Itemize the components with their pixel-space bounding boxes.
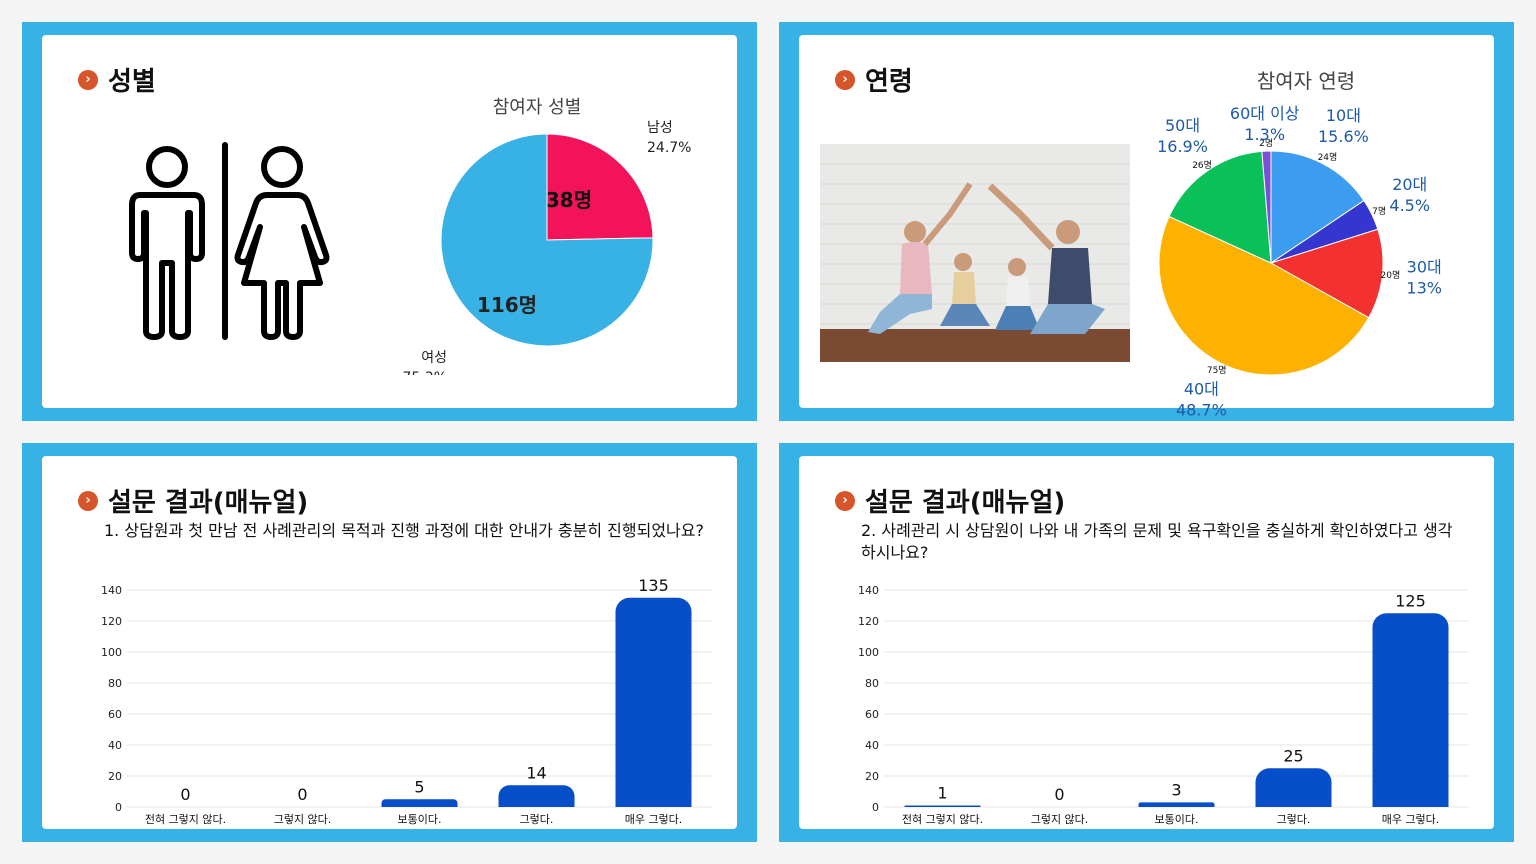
x-tick-label: 그렇지 않다. — [274, 813, 332, 826]
q2-bar-chart: 0 20 40 60 80 100 120 140 1 전혀 그렇지 않다. 0 그렇지 않다. 3 보통… — [858, 584, 1469, 826]
heading-text: 설문 결과(매뉴얼) — [108, 488, 309, 518]
x-tick-label: 그렇다. — [520, 813, 554, 826]
x-tick-label: 매우 그렇다. — [625, 813, 683, 826]
bar-base — [1138, 804, 1215, 807]
y-tick-label: 0 — [872, 801, 879, 814]
chevron-right-icon: › — [78, 69, 98, 90]
heading-text: 연령 — [865, 67, 913, 97]
y-tick-label: 80 — [865, 677, 879, 690]
pie-slice — [1158, 215, 1370, 376]
heading-text: 설문 결과(매뉴얼) — [865, 488, 1066, 518]
slice-count-label: 24명 — [1318, 152, 1338, 163]
bar-value-label: 0 — [297, 785, 307, 804]
family-photo — [820, 144, 1130, 362]
slice-name-label: 60대 이상 1.3% — [1230, 104, 1300, 144]
bar-value-label: 14 — [526, 763, 546, 782]
bar-value-label: 135 — [638, 576, 669, 595]
x-tick-label: 전혀 그렇지 않다. — [145, 813, 226, 826]
bar-value-label: 0 — [180, 785, 190, 804]
slice-name-label: 30대 13% — [1406, 258, 1442, 298]
question-text: 2. 사례관리 시 상담원이 나와 내 가족의 문제 및 욕구확인을 충실하게 … — [861, 521, 1453, 562]
bar-value-label: 3 — [1171, 780, 1181, 799]
chart-title: 참여자 성별 — [493, 97, 582, 118]
slide-q2: › 설문 결과(매뉴얼) 2. 사례관리 시 상담원이 나와 내 가족의 문제 … — [779, 443, 1514, 842]
slide-card: › 설문 결과(매뉴얼) 2. 사례관리 시 상담원이 나와 내 가족의 문제 … — [799, 456, 1494, 829]
y-tick-label: 120 — [101, 615, 122, 628]
slice-name-label: 20대 4.5% — [1389, 175, 1430, 215]
heading-text: 성별 — [108, 67, 156, 97]
bar-base — [615, 702, 692, 807]
y-tick-label: 40 — [108, 739, 122, 752]
pie-slice — [546, 133, 654, 241]
slide-card: › 연령 — [799, 35, 1494, 419]
y-tick-label: 140 — [101, 584, 122, 597]
bar-value-label: 125 — [1395, 591, 1426, 610]
restroom-icon — [129, 142, 330, 340]
pie-slice — [1270, 150, 1365, 264]
slice-name-label: 50대 16.9% — [1157, 116, 1208, 156]
x-tick-label: 그렇지 않다. — [1031, 813, 1089, 826]
y-tick-label: 0 — [115, 801, 122, 814]
bar-value-label: 25 — [1283, 746, 1303, 765]
slide-card: › 설문 결과(매뉴얼) 1. 상담원과 첫 만남 전 사례관리의 목적과 진행… — [42, 456, 737, 829]
bar-base — [1255, 787, 1332, 807]
x-tick-label: 매우 그렇다. — [1382, 813, 1440, 826]
bar-value-label: 5 — [414, 777, 424, 796]
bar-base — [1372, 710, 1449, 807]
y-tick-label: 100 — [101, 646, 122, 659]
chart-title: 참여자 연령 — [1257, 69, 1355, 93]
slice-name-label: 여성75.3% — [403, 350, 447, 375]
bar-base — [904, 806, 981, 807]
y-tick-label: 40 — [865, 739, 879, 752]
pie-slice — [1261, 150, 1272, 264]
chevron-right-icon: › — [78, 490, 98, 511]
x-tick-label: 보통이다. — [398, 813, 442, 826]
slice-count-label: 116명 — [477, 293, 537, 317]
y-tick-label: 100 — [858, 646, 879, 659]
y-tick-label: 80 — [108, 677, 122, 690]
y-tick-label: 20 — [108, 770, 122, 783]
slice-count-label: 75명 — [1207, 365, 1227, 376]
slice-name-label: 40대 48.7% — [1176, 379, 1227, 419]
slide-age: › 연령 — [779, 22, 1514, 421]
slice-name-label: 남성 24.7% — [647, 120, 691, 156]
slice-count-label: 20명 — [1381, 270, 1401, 281]
bar-value-label: 1 — [937, 783, 947, 802]
slide-q1: › 설문 결과(매뉴얼) 1. 상담원과 첫 만남 전 사례관리의 목적과 진행… — [22, 443, 757, 842]
y-tick-label: 140 — [858, 584, 879, 597]
x-tick-label: 그렇다. — [1277, 813, 1311, 826]
pie-slice — [440, 133, 654, 347]
y-tick-label: 120 — [858, 615, 879, 628]
slice-name-label: 10대 15.6% — [1318, 106, 1369, 146]
bar-base — [381, 803, 458, 807]
slice-count-label: 7명 — [1372, 206, 1386, 217]
slice-count-label: 38명 — [546, 188, 592, 212]
x-tick-label: 전혀 그렇지 않다. — [902, 813, 983, 826]
slide-heading: › 설문 결과(매뉴얼) — [78, 482, 308, 519]
q1-bar-chart: 0 20 40 60 80 100 120 140 0 전혀 그렇지 않다. 0 그렇지 않다. 5 보통… — [101, 576, 712, 826]
x-tick-label: 보통이다. — [1155, 813, 1199, 826]
question-text: 1. 상담원과 첫 만남 전 사례관리의 목적과 진행 과정에 대한 안내가 충… — [104, 521, 704, 540]
slide-heading: › 연령 — [835, 61, 913, 98]
slide-heading: › 성별 — [78, 61, 156, 98]
y-tick-label: 60 — [865, 708, 879, 721]
slide-heading: › 설문 결과(매뉴얼) — [835, 482, 1065, 519]
bar-base — [498, 796, 575, 807]
y-tick-label: 20 — [865, 770, 879, 783]
bar-value-label: 0 — [1054, 785, 1064, 804]
slice-count-label: 2명 — [1259, 138, 1273, 149]
y-tick-label: 60 — [108, 708, 122, 721]
slice-count-label: 26명 — [1192, 160, 1212, 171]
chevron-right-icon: › — [835, 490, 855, 511]
chevron-right-icon: › — [835, 69, 855, 90]
pie-slice — [1269, 228, 1384, 319]
pie-slice — [1168, 150, 1272, 264]
